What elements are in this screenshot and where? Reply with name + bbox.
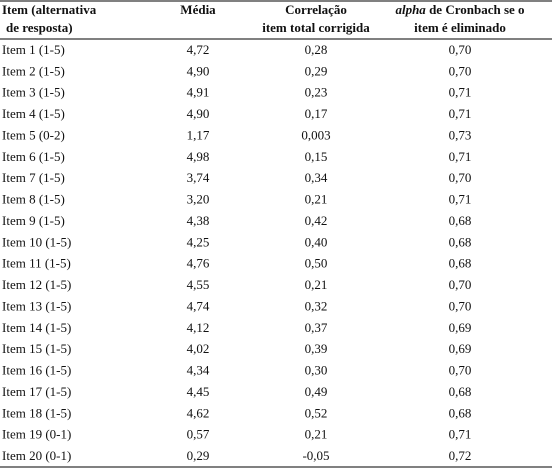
cell: 0,71	[449, 149, 472, 164]
cell: 0,70	[449, 298, 472, 313]
cell: 0,42	[305, 213, 328, 228]
cell: 0,70	[449, 277, 472, 292]
cell: 0,73	[449, 127, 472, 142]
cell: 0,57	[187, 427, 210, 442]
cell: 0,68	[449, 234, 472, 249]
header-text: de Cronbach se o	[426, 2, 525, 17]
cell: 0,68	[449, 405, 472, 420]
row-label: Item 12 (1-5)	[2, 277, 71, 292]
header-cell: alpha de Cronbach se o	[395, 2, 524, 17]
cell: 0,21	[305, 277, 328, 292]
cell: 4,25	[187, 234, 210, 249]
header-cell: de resposta)	[6, 20, 73, 35]
cell: 0,30	[305, 363, 328, 378]
cell: 4,74	[187, 298, 210, 313]
cell: 0,17	[305, 106, 328, 121]
cell: 0,28	[305, 42, 328, 57]
row-label: Item 15 (1-5)	[2, 341, 71, 356]
cell: -0,05	[302, 448, 329, 463]
cell: 4,38	[187, 213, 210, 228]
row-label: Item 16 (1-5)	[2, 363, 71, 378]
cell: 4,91	[187, 85, 210, 100]
row-label: Item 17 (1-5)	[2, 384, 71, 399]
cell: 0,72	[449, 448, 472, 463]
cell: 0,70	[449, 42, 472, 57]
row-label: Item 3 (1-5)	[2, 85, 65, 100]
row-label: Item 18 (1-5)	[2, 405, 71, 420]
cell: 0,003	[301, 127, 330, 142]
cell: 4,62	[187, 405, 210, 420]
cell: 0,29	[187, 448, 210, 463]
cell: 0,68	[449, 256, 472, 271]
header-cell: Item (alternativa	[2, 2, 97, 17]
cell: 0,68	[449, 213, 472, 228]
cell: 4,72	[187, 42, 210, 57]
cell: 4,90	[187, 63, 210, 78]
cell: 0,29	[305, 63, 328, 78]
cell: 1,17	[187, 127, 210, 142]
row-label: Item 13 (1-5)	[2, 298, 71, 313]
cell: 0,49	[305, 384, 328, 399]
cell: 0,50	[305, 256, 328, 271]
cell: 0,23	[305, 85, 328, 100]
cell: 0,21	[305, 192, 328, 207]
cell: 0,40	[305, 234, 328, 249]
header-italic: alpha	[395, 2, 426, 17]
row-label: Item 14 (1-5)	[2, 320, 71, 335]
cell: 3,74	[187, 170, 210, 185]
cell: 0,70	[449, 170, 472, 185]
cell: 4,34	[187, 363, 210, 378]
cell: 0,69	[449, 320, 472, 335]
row-label: Item 11 (1-5)	[2, 256, 71, 271]
row-label: Item 2 (1-5)	[2, 63, 65, 78]
row-label: Item 20 (0-1)	[2, 448, 71, 463]
cell: 4,12	[187, 320, 210, 335]
header-cell: item é eliminado	[414, 20, 506, 35]
row-label: Item 7 (1-5)	[2, 170, 65, 185]
cell: 4,45	[187, 384, 210, 399]
header-cell: Média	[180, 2, 216, 17]
cell: 0,37	[305, 320, 328, 335]
cell: 0,34	[305, 170, 328, 185]
cell: 0,71	[449, 106, 472, 121]
cell: 4,98	[187, 149, 210, 164]
cell: 4,02	[187, 341, 210, 356]
header-cell: Correlação	[285, 2, 347, 17]
cell: 0,39	[305, 341, 328, 356]
cell: 0,21	[305, 427, 328, 442]
cell: 0,71	[449, 427, 472, 442]
cell: 0,70	[449, 363, 472, 378]
row-label: Item 5 (0-2)	[2, 127, 65, 142]
row-label: Item 4 (1-5)	[2, 106, 65, 121]
cell: 0,52	[305, 405, 328, 420]
cell: 4,55	[187, 277, 210, 292]
cell: 0,70	[449, 63, 472, 78]
cell: 0,71	[449, 192, 472, 207]
cell: 3,20	[187, 192, 210, 207]
row-label: Item 6 (1-5)	[2, 149, 65, 164]
row-label: Item 19 (0-1)	[2, 427, 71, 442]
cell: 0,15	[305, 149, 328, 164]
row-label: Item 8 (1-5)	[2, 192, 65, 207]
cell: 0,69	[449, 341, 472, 356]
header-cell: item total corrigida	[262, 20, 370, 35]
cell: 0,32	[305, 298, 328, 313]
cell: 4,90	[187, 106, 210, 121]
row-label: Item 1 (1-5)	[2, 42, 65, 57]
cell: 0,71	[449, 85, 472, 100]
row-label: Item 10 (1-5)	[2, 234, 71, 249]
cell: 0,68	[449, 384, 472, 399]
row-label: Item 9 (1-5)	[2, 213, 65, 228]
cell: 4,76	[187, 256, 210, 271]
